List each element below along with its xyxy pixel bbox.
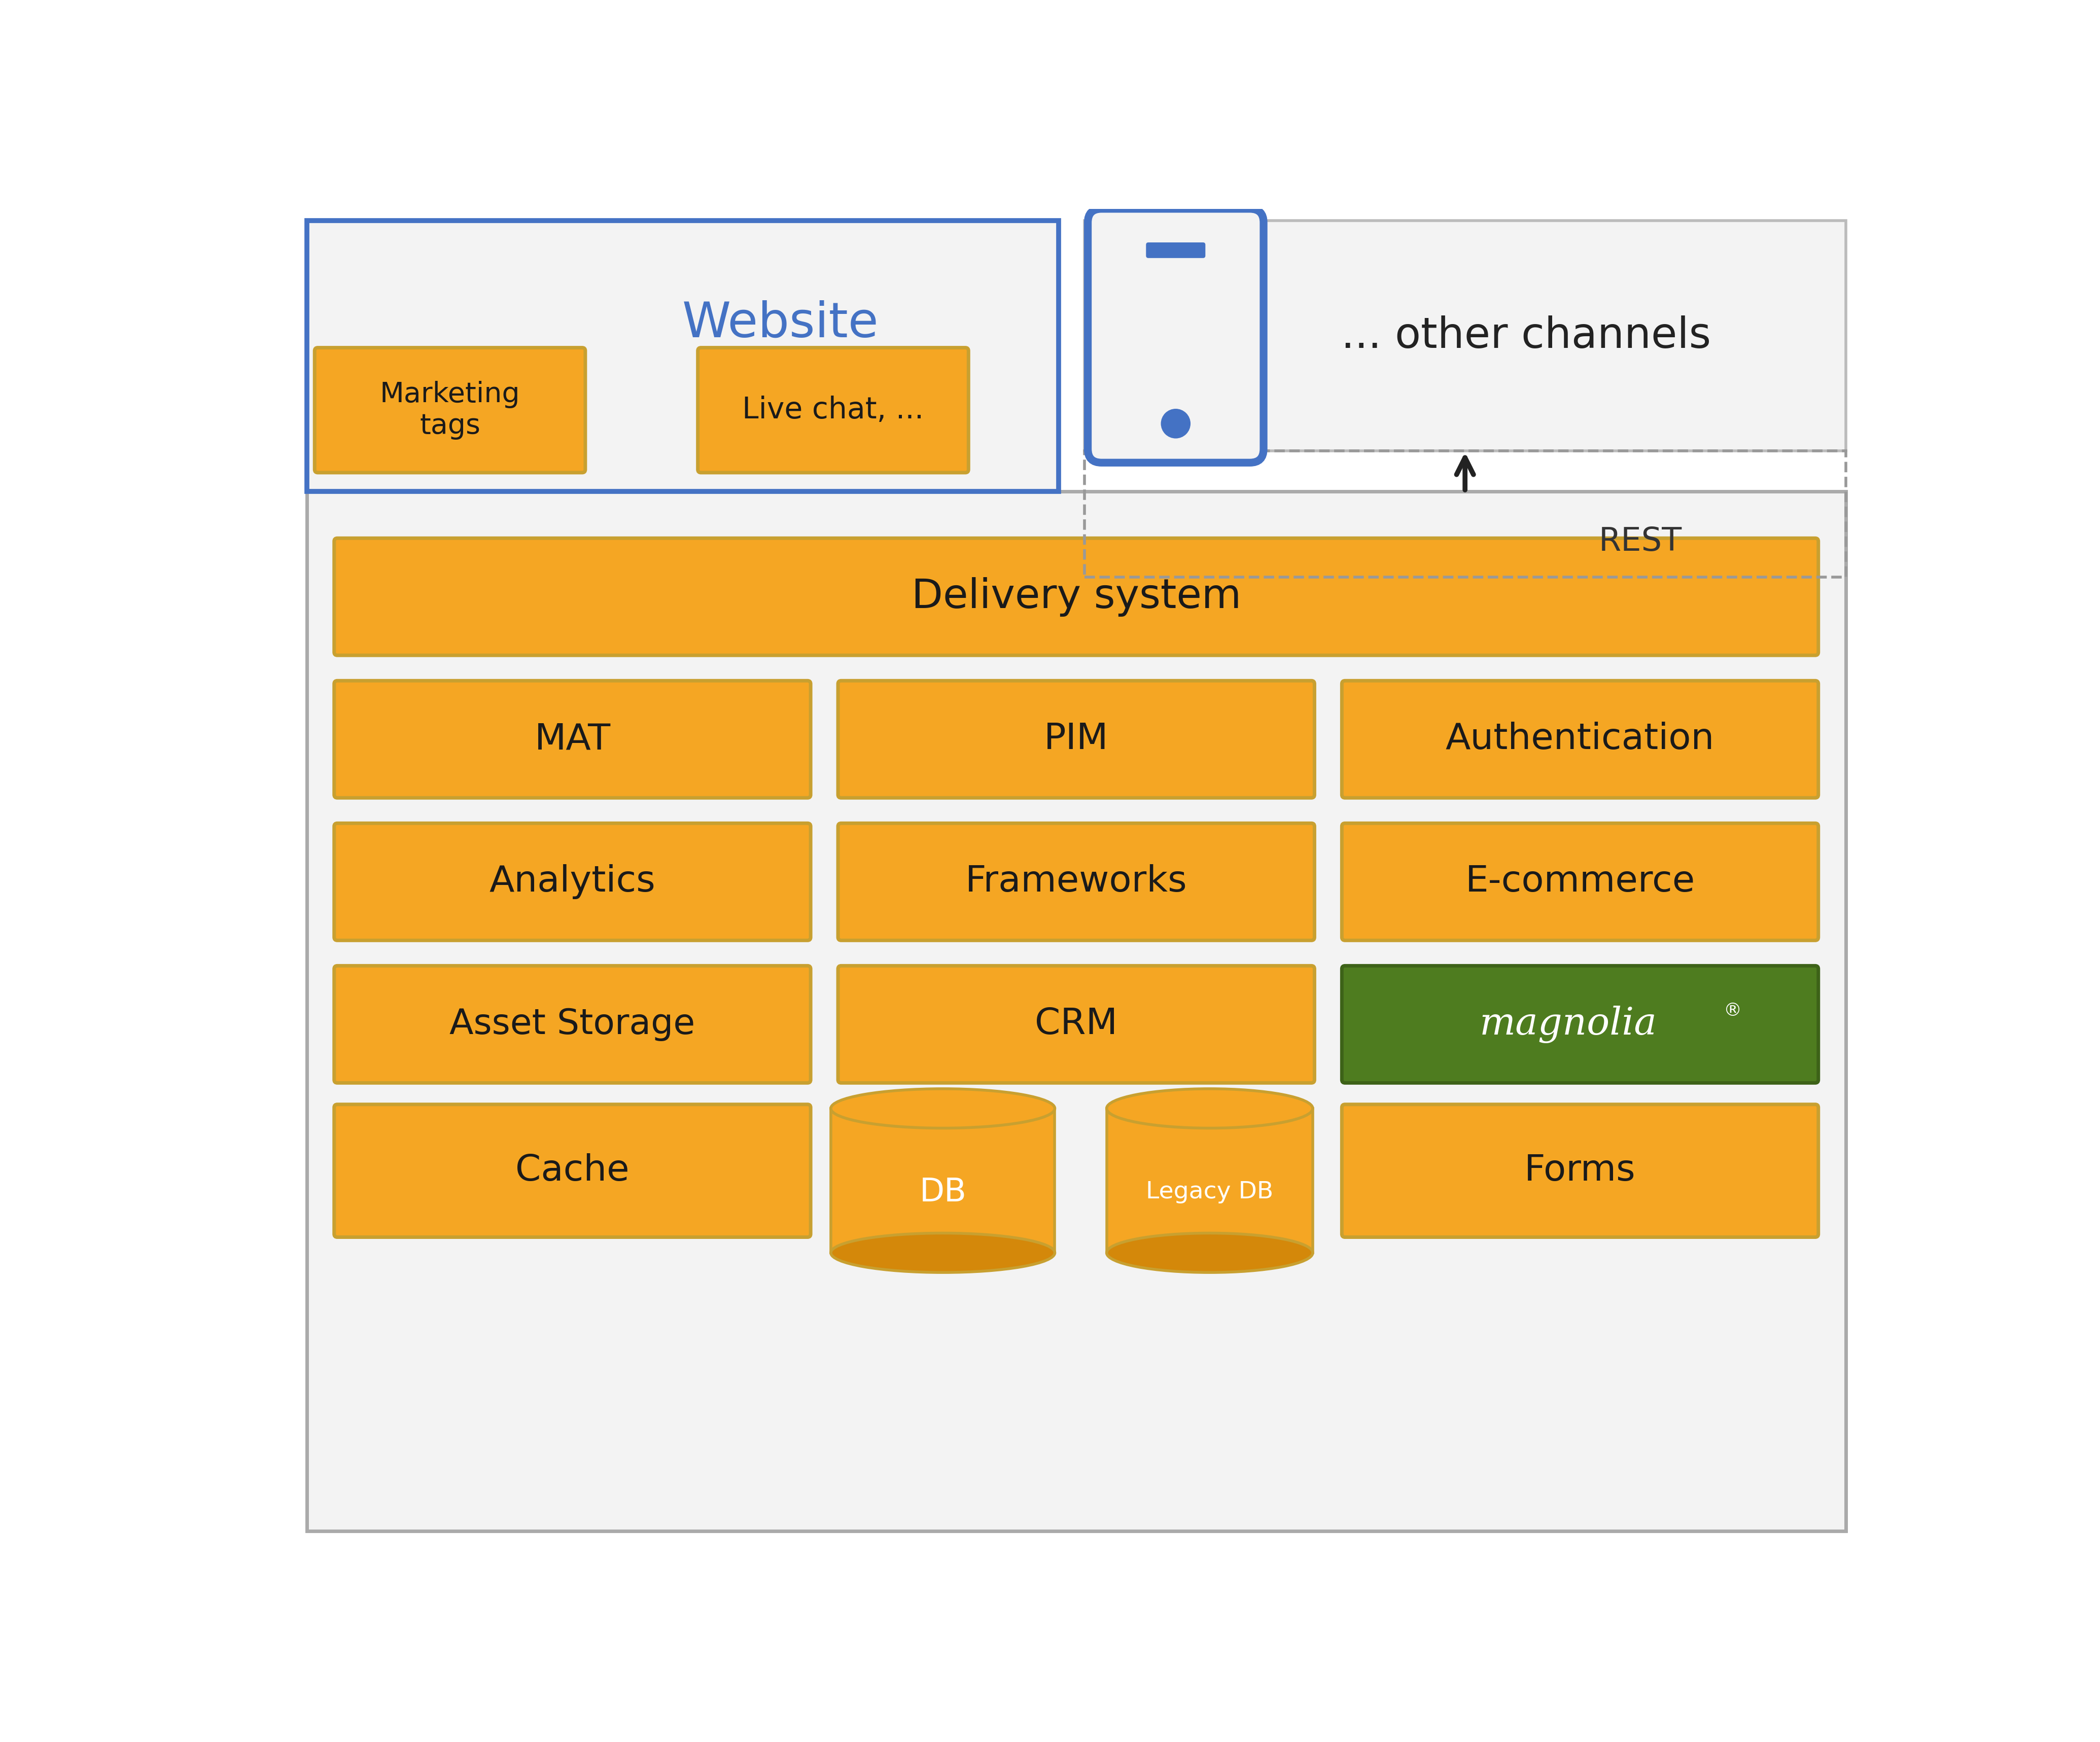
FancyBboxPatch shape: [697, 348, 968, 472]
FancyBboxPatch shape: [334, 824, 811, 941]
Bar: [307, 491, 1846, 1531]
Text: REST: REST: [1598, 526, 1682, 557]
Ellipse shape: [832, 1089, 1054, 1129]
Text: ... other channels: ... other channels: [1342, 315, 1712, 357]
Text: Website: Website: [682, 300, 878, 347]
Text: CRM: CRM: [1035, 1007, 1117, 1042]
Circle shape: [1161, 409, 1191, 439]
FancyBboxPatch shape: [1342, 1104, 1819, 1237]
FancyBboxPatch shape: [334, 965, 811, 1084]
FancyBboxPatch shape: [1342, 965, 1819, 1084]
FancyBboxPatch shape: [1088, 209, 1264, 463]
Text: Delivery system: Delivery system: [911, 577, 1241, 617]
FancyBboxPatch shape: [838, 965, 1315, 1084]
Bar: [1107, 1108, 1312, 1252]
FancyBboxPatch shape: [315, 348, 586, 472]
Text: DB: DB: [920, 1176, 966, 1207]
FancyBboxPatch shape: [1342, 681, 1819, 798]
FancyBboxPatch shape: [838, 824, 1315, 941]
Text: Forms: Forms: [1525, 1153, 1636, 1188]
FancyBboxPatch shape: [334, 1104, 811, 1237]
Bar: [1084, 221, 1846, 451]
Text: Marketing
tags: Marketing tags: [380, 381, 521, 439]
Bar: [307, 221, 1058, 491]
Text: Asset Storage: Asset Storage: [449, 1007, 695, 1042]
Text: E-commerce: E-commerce: [1466, 864, 1695, 899]
Ellipse shape: [1107, 1089, 1312, 1129]
FancyBboxPatch shape: [1342, 824, 1819, 941]
Text: ®: ®: [1724, 1002, 1741, 1019]
Text: Live chat, ...: Live chat, ...: [741, 395, 924, 425]
Ellipse shape: [1107, 1233, 1312, 1272]
Text: MAT: MAT: [533, 721, 611, 756]
FancyBboxPatch shape: [1147, 242, 1205, 258]
Text: Cache: Cache: [514, 1153, 630, 1188]
Text: Analytics: Analytics: [489, 864, 655, 899]
Text: Legacy DB: Legacy DB: [1147, 1181, 1273, 1204]
Bar: [832, 1108, 1054, 1252]
Bar: [1084, 451, 1846, 577]
FancyBboxPatch shape: [838, 681, 1315, 798]
Text: Frameworks: Frameworks: [966, 864, 1186, 899]
FancyBboxPatch shape: [334, 681, 811, 798]
Text: Authentication: Authentication: [1445, 721, 1714, 756]
Ellipse shape: [832, 1233, 1054, 1272]
Text: magnolia: magnolia: [1480, 1005, 1657, 1043]
FancyBboxPatch shape: [334, 538, 1819, 655]
Text: PIM: PIM: [1044, 721, 1109, 756]
